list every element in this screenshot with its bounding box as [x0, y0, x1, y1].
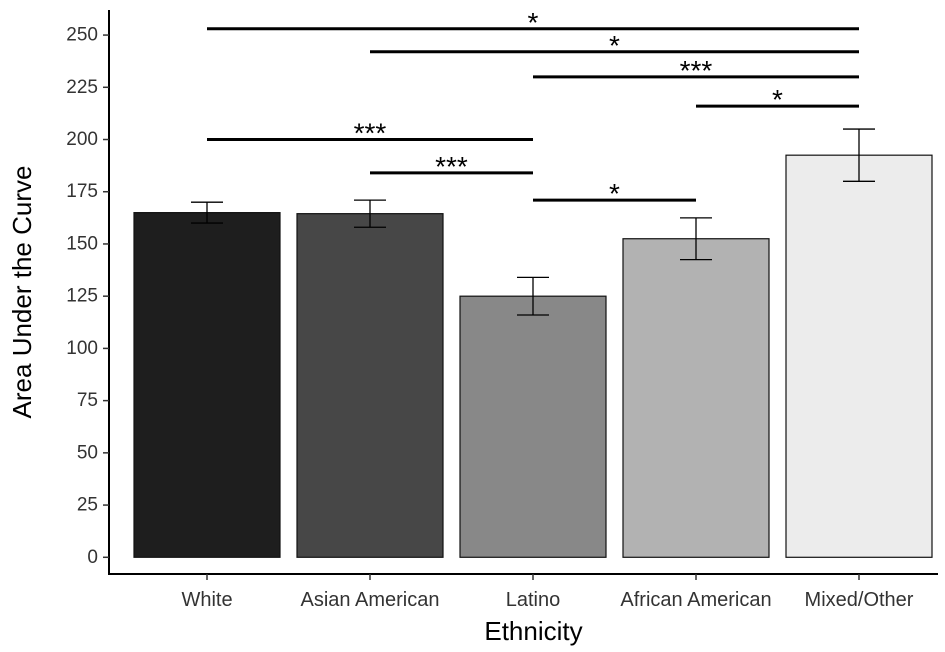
y-tick-label: 225	[66, 77, 98, 98]
bar-latino	[459, 295, 607, 558]
y-tick-label: 50	[77, 442, 98, 463]
y-tick-label: 0	[87, 547, 98, 568]
y-tick-label: 200	[66, 129, 98, 150]
y-tick-label: 25	[77, 495, 98, 516]
significance-label: *	[609, 30, 620, 61]
significance-label: ***	[354, 118, 387, 149]
x-tick-label: White	[181, 589, 232, 611]
bar-white	[133, 212, 281, 558]
y-tick-label: 250	[66, 25, 98, 46]
significance-label: ***	[680, 55, 713, 86]
x-tick-label: African American	[620, 589, 771, 611]
bar-african-american	[622, 238, 770, 558]
significance-label: *	[772, 84, 783, 115]
significance-label: *	[609, 178, 620, 209]
axes-layer: 0 25 50 75 100 125 150 175 200 225 250 White Asian A…	[66, 10, 938, 611]
significance-layer: *************	[207, 7, 859, 209]
x-axis-title: Ethnicity	[484, 616, 582, 646]
x-tick-label: Mixed/Other	[805, 589, 914, 611]
significance-label: *	[528, 7, 539, 38]
bar-asian-american	[296, 213, 444, 558]
significance-label: ***	[435, 151, 468, 182]
error-bars-layer	[191, 128, 875, 316]
y-tick-label: 100	[66, 338, 98, 359]
y-axis-title: Area Under the Curve	[7, 166, 37, 419]
bars-layer	[133, 154, 933, 558]
x-tick-label: Asian American	[301, 589, 440, 611]
y-tick-label: 75	[77, 390, 98, 411]
y-tick-label: 125	[66, 286, 98, 307]
y-tick-label: 175	[66, 181, 98, 202]
labels-layer: Area Under the Curve Ethnicity	[7, 166, 583, 646]
x-tick-label: Latino	[506, 589, 561, 611]
bar-mixed-other	[785, 154, 933, 558]
y-tick-label: 150	[66, 233, 98, 254]
